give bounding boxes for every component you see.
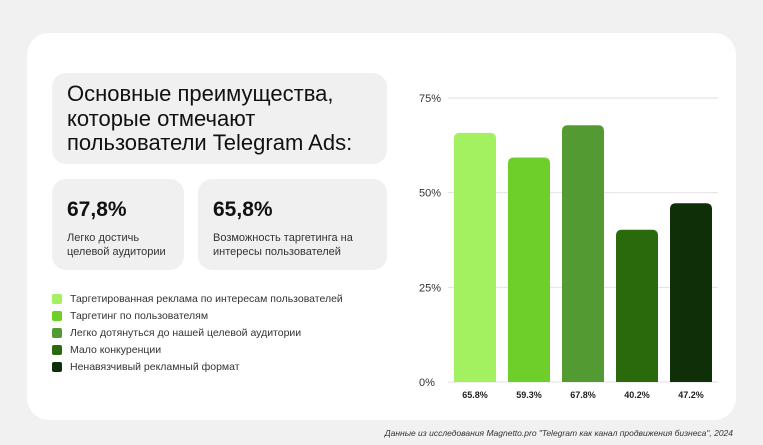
legend-label: Мало конкуренции [70,344,162,356]
bar [454,132,496,382]
y-tick-label: 0% [419,377,435,389]
stat-card-targeting: 65,8% Возможность таргетинга на интересы… [198,179,387,270]
stat-label: Возможность таргетинга на интересы польз… [213,232,353,258]
y-tick-label: 25% [419,282,441,294]
bar [670,203,712,382]
legend-swatch [52,294,62,304]
legend-label: Таргетированная реклама по интересам пол… [70,293,343,305]
legend-label: Ненавязчивый рекламный формат [70,361,240,373]
legend-label: Таргетинг по пользователям [70,310,209,322]
legend-swatch [52,311,62,321]
stat-card-audience: 67,8% Легко достичь целевой аудитории [52,179,184,270]
stat-label: Легко достичь целевой аудитории [67,232,166,258]
page-title: Основные преимущества, которые отмечают … [67,81,353,155]
heading-box: Основные преимущества, которые отмечают … [52,73,387,164]
legend-label: Легко дотянуться до нашей целевой аудито… [70,327,302,339]
bar-value-label: 67.8% [570,390,596,400]
legend-swatch [52,345,62,355]
bar-value-label: 40.2% [624,390,650,400]
legend-swatch [52,362,62,372]
bar-value-label: 47.2% [678,390,704,400]
source-note: Данные из исследования Magnetto.pro "Tel… [384,428,733,438]
bar-value-label: 59.3% [516,390,542,400]
stat-value: 65,8% [213,198,273,221]
y-tick-label: 75% [419,93,441,105]
bar [562,125,604,382]
legend-swatch [52,328,62,338]
bar-chart: 0% 25% 50% 75% 65.8% 59.3% 67.8% 40.2% 47.2% [419,93,718,400]
bar [616,229,658,382]
stat-value: 67,8% [67,198,127,221]
y-tick-label: 50% [419,188,441,200]
bar [508,157,550,382]
bar-value-label: 65.8% [462,390,488,400]
